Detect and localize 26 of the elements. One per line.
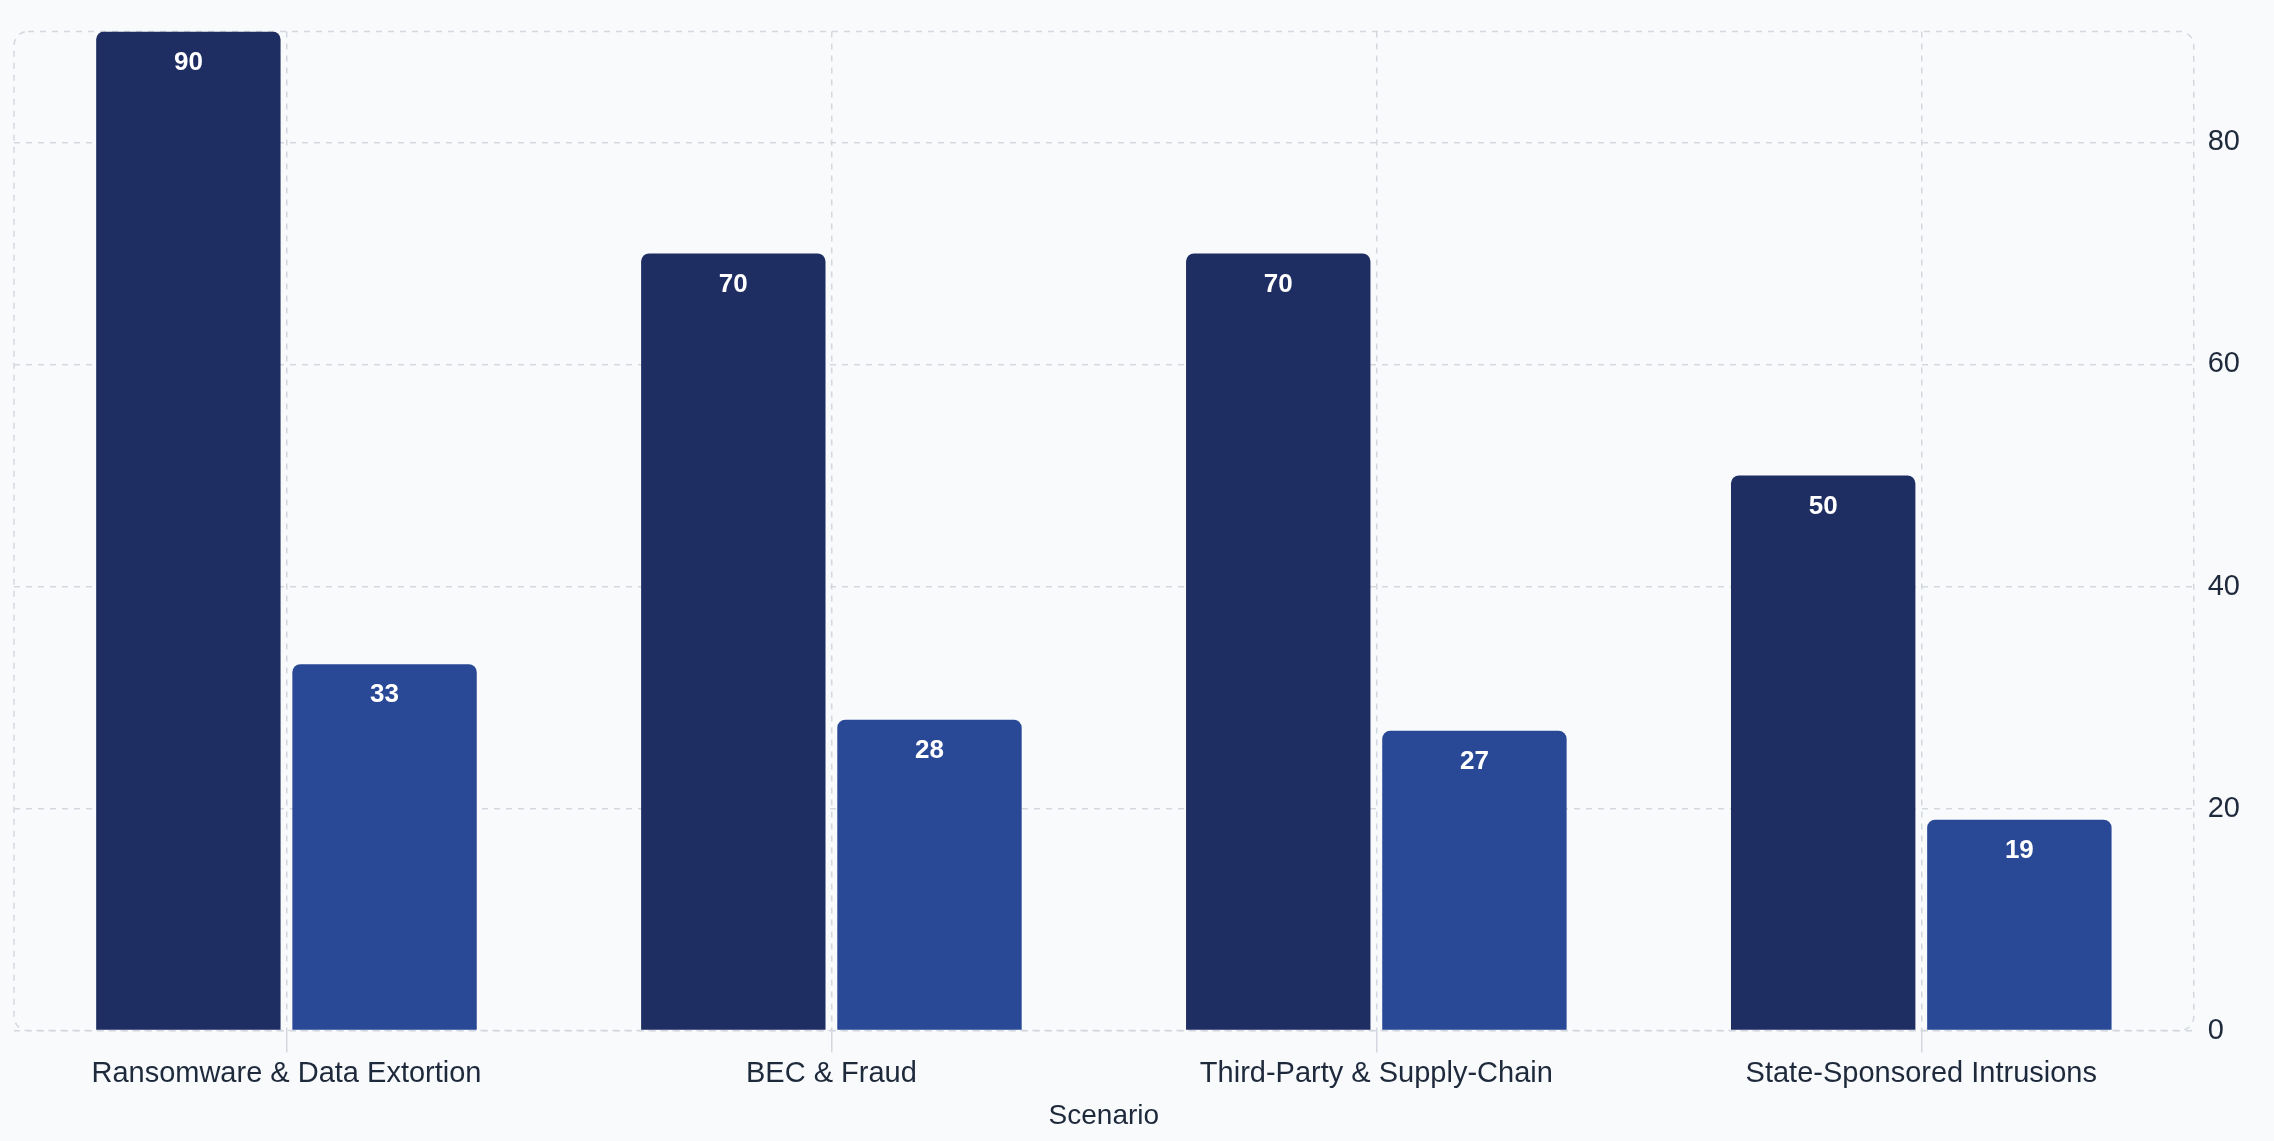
bar bbox=[96, 31, 281, 1030]
x-tick-label: BEC & Fraud bbox=[745, 1056, 917, 1088]
data-label: 70 bbox=[718, 267, 748, 298]
y-tick-label: 0 bbox=[2207, 1012, 2224, 1045]
bar bbox=[837, 719, 1022, 1030]
data-label: 27 bbox=[1459, 745, 1489, 776]
bar bbox=[292, 664, 477, 1030]
y-tick-label: 80 bbox=[2207, 124, 2241, 157]
y-tick-label: 40 bbox=[2207, 568, 2241, 601]
bar bbox=[1382, 730, 1567, 1030]
x-tick-label: Third-Party & Supply-Chain bbox=[1199, 1056, 1553, 1088]
data-label: 19 bbox=[2004, 833, 2034, 864]
y-tick-label: 20 bbox=[2207, 790, 2241, 823]
bar bbox=[1730, 475, 1916, 1030]
data-label: 50 bbox=[1808, 489, 1838, 520]
x-tick-label: State-Sponsored Intrusions bbox=[1745, 1056, 2097, 1088]
x-tick-label: Ransomware & Data Extortion bbox=[91, 1056, 482, 1088]
data-label: 33 bbox=[370, 678, 400, 709]
bar bbox=[641, 253, 826, 1030]
bar bbox=[1927, 819, 2112, 1030]
y-tick-label: 60 bbox=[2207, 346, 2241, 379]
data-label: 28 bbox=[915, 733, 944, 764]
bar bbox=[1186, 253, 1371, 1030]
x-axis-title: Scenario bbox=[1048, 1098, 1160, 1130]
data-label: 70 bbox=[1263, 267, 1293, 298]
data-label: 90 bbox=[173, 45, 203, 76]
